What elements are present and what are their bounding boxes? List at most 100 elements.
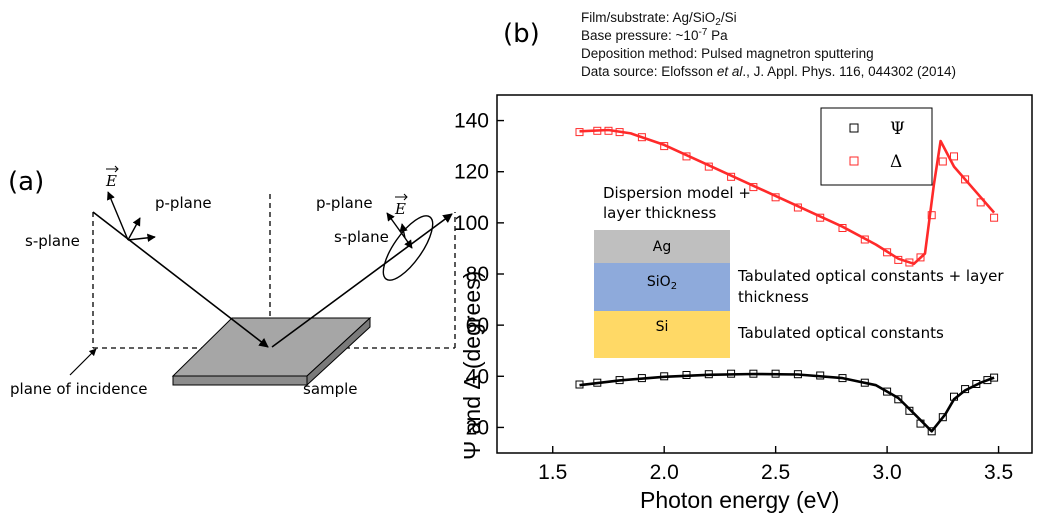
data-point-psi: [916, 419, 925, 428]
data-point-psi: [593, 378, 602, 387]
legend: Ψ Δ: [820, 107, 933, 186]
layer-ag: [594, 230, 730, 263]
data-point-delta: [961, 175, 970, 184]
info-method: Deposition method: Pulsed magnetron sput…: [581, 46, 874, 61]
axis-tick-labels: 1.5 2.0 2.5 3.0 3.5 20 40 60 80 100 120 140: [454, 110, 1013, 484]
sio2-note-line2: thickness: [738, 288, 809, 306]
layer-sio2: [594, 263, 730, 311]
legend-label-psi: Ψ: [890, 119, 905, 139]
data-point-psi: [682, 371, 691, 379]
y-tick-label: 100: [454, 212, 489, 235]
data-point-delta: [793, 203, 802, 212]
data-point-psi: [575, 380, 584, 389]
data-point-delta: [682, 152, 691, 161]
e-field-label-reflected: E: [394, 200, 406, 218]
data-point-psi: [660, 372, 669, 381]
plane-of-incidence-pointer: [69, 348, 97, 376]
data-point-psi: [704, 370, 713, 379]
data-point-psi: [950, 392, 958, 401]
legend-marker-psi: [849, 123, 859, 133]
data-point-psi: [961, 385, 970, 394]
data-point-delta: [927, 211, 936, 220]
p-plane-label-reflected: p-plane: [316, 194, 373, 212]
data-point-delta: [816, 213, 825, 222]
s-plane-label-incident: s-plane: [25, 232, 80, 250]
dispersion-model-line2: layer thickness: [603, 204, 716, 222]
data-point-psi: [990, 373, 999, 382]
panel-a-label: (a): [8, 167, 44, 197]
data-point-psi: [749, 369, 758, 378]
data-point-delta: [593, 126, 602, 135]
si-note: Tabulated optical constants: [737, 324, 944, 342]
info-pressure: Base pressure: ~10-7 Pa: [581, 27, 728, 43]
dispersion-model-line1: Dispersion model +: [603, 184, 751, 202]
reflected-field-vectors: [386, 212, 413, 249]
x-tick-label: 1.5: [538, 461, 567, 484]
data-point-psi: [894, 395, 903, 404]
data-point-psi: [905, 406, 914, 415]
data-point-delta: [637, 133, 646, 142]
x-tick-label: 3.0: [873, 461, 902, 484]
data-point-psi: [938, 413, 947, 422]
sio2-note-line1: Tabulated optical constants + layer: [737, 267, 1004, 285]
layer-stack-inset: Dispersion model + layer thickness Ag Si…: [594, 184, 1004, 358]
data-point-delta: [704, 162, 713, 171]
e-field-label-incident: E: [105, 172, 117, 190]
info-film: Film/substrate: Ag/SiO2/Si: [581, 10, 737, 28]
reflected-beam: [271, 213, 453, 348]
data-point-psi: [883, 387, 892, 396]
sample-slab: [171, 316, 372, 387]
data-point-delta: [604, 126, 613, 135]
data-point-delta: [950, 152, 958, 161]
data-point-delta: [838, 224, 847, 232]
data-point-psi: [727, 369, 736, 378]
data-point-delta: [860, 235, 869, 244]
sample-label: sample: [303, 380, 358, 398]
info-source: Data source: Elofsson et al., J. Appl. P…: [581, 64, 956, 79]
incident-field-vectors: [107, 191, 156, 243]
x-axis-label: Photon energy (eV): [640, 487, 839, 513]
sample-info: Film/substrate: Ag/SiO2/Si Base pressure…: [581, 10, 956, 79]
data-point-psi: [860, 378, 869, 387]
y-tick-label: 20: [466, 416, 489, 439]
layer-ag-label: Ag: [653, 239, 671, 255]
layer-si-label: Si: [656, 319, 669, 335]
panel-a: (a) E p-plane s-plane: [8, 165, 456, 398]
data-point-delta: [883, 248, 892, 257]
axis-ticks: [497, 119, 1000, 453]
layer-sio2-label: SiO2: [647, 274, 677, 292]
data-point-psi: [816, 371, 825, 380]
data-point-psi: [838, 374, 847, 383]
fit-line-delta: [579, 128, 996, 266]
panel-b-label: (b): [503, 19, 540, 49]
y-tick-label: 40: [466, 365, 489, 388]
data-point-delta: [990, 213, 999, 222]
x-tick-label: 3.5: [984, 461, 1013, 484]
series-layer: [575, 126, 999, 436]
y-tick-label: 120: [454, 161, 489, 184]
polarization-ellipse: [382, 215, 434, 281]
legend-marker-delta: [849, 156, 859, 166]
incident-beam: [92, 211, 269, 348]
layer-si: [594, 311, 730, 358]
data-point-delta: [749, 183, 758, 192]
data-point-delta: [727, 172, 736, 181]
data-point-psi: [771, 369, 780, 378]
data-point-delta: [894, 255, 903, 264]
data-point-delta: [938, 157, 947, 166]
y-axis-label: Ψ and Δ (degrees): [459, 271, 485, 460]
data-point-delta: [976, 198, 985, 207]
data-point-psi: [793, 370, 802, 379]
panel-b: (b) Film/substrate: Ag/SiO2/Si Base pres…: [454, 10, 1033, 513]
x-tick-label: 2.5: [761, 461, 790, 484]
y-tick-label: 60: [466, 314, 489, 337]
y-tick-label: 80: [466, 263, 489, 286]
fit-line-psi: [579, 372, 995, 433]
x-tick-label: 2.0: [650, 461, 679, 484]
data-point-delta: [615, 128, 624, 137]
data-point-delta: [575, 128, 584, 137]
data-point-delta: [660, 142, 669, 151]
data-point-psi: [972, 380, 981, 388]
p-plane-label-incident: p-plane: [155, 194, 212, 212]
